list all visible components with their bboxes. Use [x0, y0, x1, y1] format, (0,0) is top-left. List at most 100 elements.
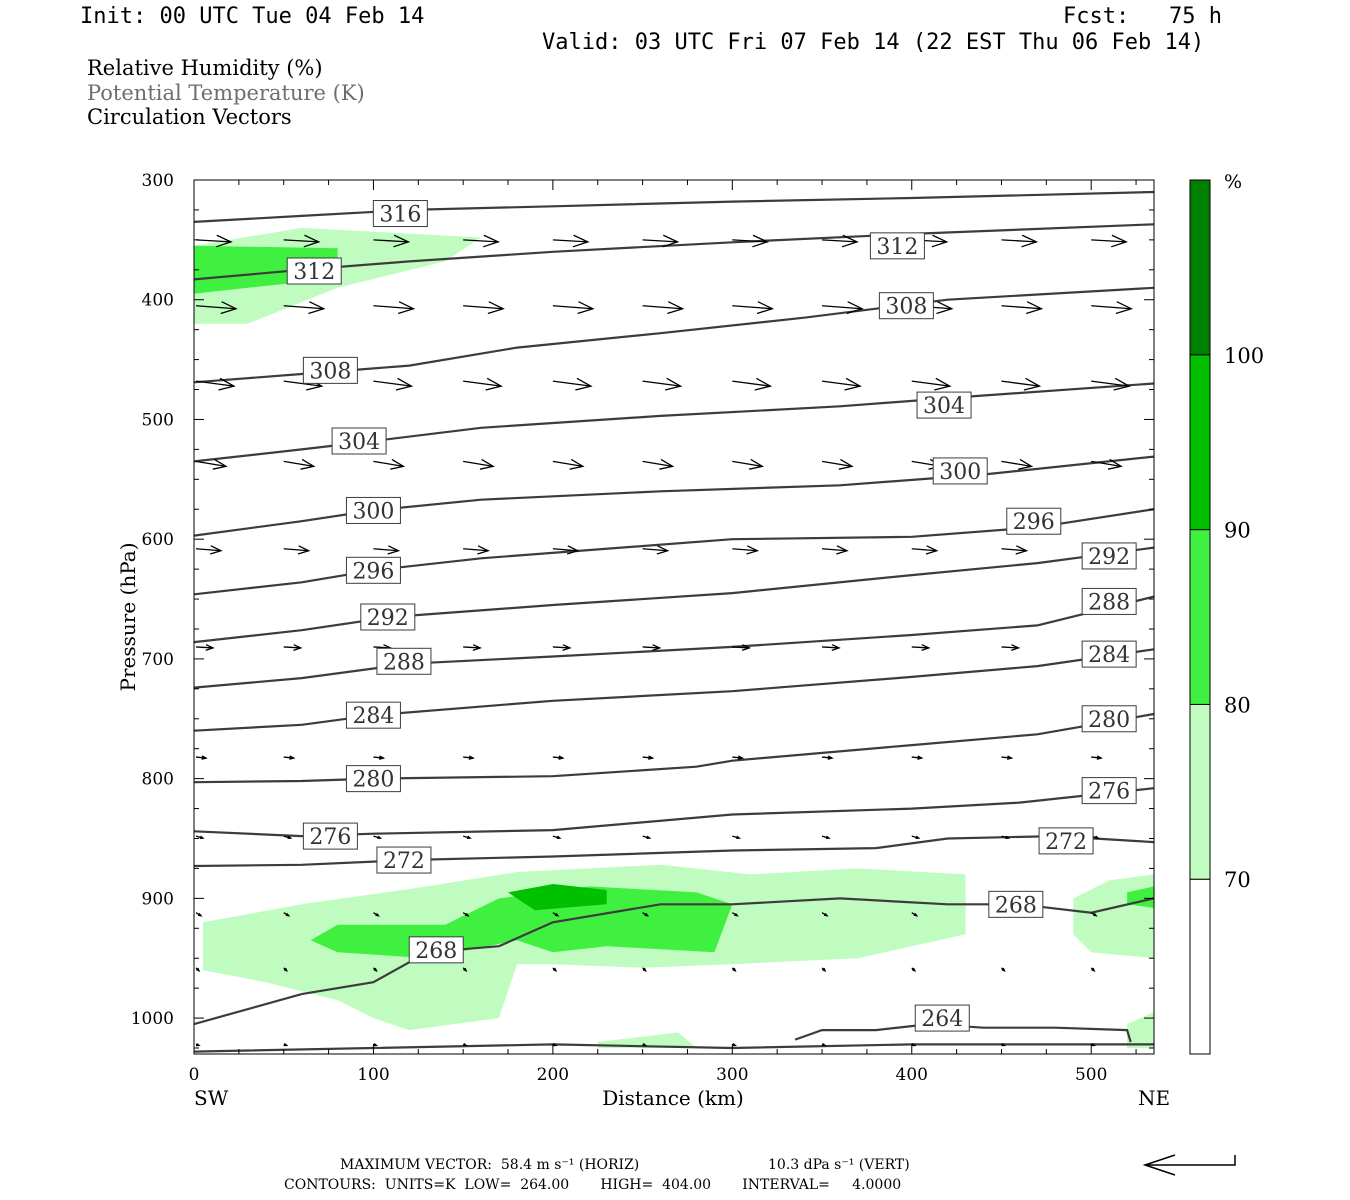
- relative-humidity-shading: [194, 227, 1154, 1048]
- theta-contour-280: [194, 712, 1154, 784]
- vector-head: [736, 835, 742, 840]
- vector-head: [1111, 234, 1128, 248]
- colorbar-level-100: 100: [1224, 344, 1264, 368]
- vector-shaft: [642, 548, 668, 552]
- max-vector-arrow: [1142, 1154, 1236, 1176]
- contour-label-276: 276: [1088, 780, 1130, 805]
- vector-head: [1005, 835, 1011, 840]
- vector-head: [218, 377, 236, 391]
- rh-region-70: [1073, 874, 1154, 959]
- contour-label-box: [878, 292, 934, 320]
- vector-shaft: [821, 646, 840, 649]
- vector-shaft: [195, 239, 232, 243]
- colorbar-level-90: 90: [1224, 519, 1251, 543]
- axes: 300 400 500 600 700 800 900 1000 0 100 200 300 400 50…: [116, 171, 1170, 1110]
- contour-label-box: [1081, 587, 1137, 615]
- circulation-vector: [552, 835, 562, 840]
- vector-head: [377, 835, 383, 840]
- max-vector-vertical: 10.3 dPa s⁻¹ (VERT): [768, 1157, 910, 1173]
- vector-head: [283, 967, 288, 973]
- circulation-vector: [1001, 545, 1029, 555]
- circulation-vector: [642, 545, 670, 555]
- vector-shaft: [1091, 239, 1127, 243]
- vector-head: [303, 234, 321, 248]
- vector-head: [220, 301, 238, 315]
- vector-head: [378, 755, 386, 760]
- vector-shaft: [552, 460, 583, 467]
- vector-shaft: [283, 380, 322, 387]
- vector-head: [552, 1042, 558, 1047]
- circulation-vector: [552, 301, 595, 315]
- vector-head: [917, 755, 924, 760]
- vector-head: [463, 1042, 468, 1047]
- theta-contour-316: [194, 190, 1154, 223]
- circulation-vector: [283, 234, 321, 248]
- vector-head: [732, 1042, 737, 1047]
- vector-head: [1001, 967, 1006, 973]
- vector-shaft: [552, 239, 588, 243]
- vector-shaft: [283, 305, 324, 310]
- vector-shaft: [552, 305, 593, 310]
- vector-head: [373, 1042, 379, 1047]
- vector-shaft: [1091, 305, 1132, 310]
- contour-label-292: 292: [1088, 545, 1130, 570]
- vector-head: [468, 755, 475, 760]
- y-tick-label-500: 500: [142, 410, 174, 430]
- vector-shaft: [821, 380, 861, 387]
- circulation-vector: [642, 644, 662, 651]
- vector-head: [199, 835, 205, 840]
- vector-shaft: [283, 548, 309, 552]
- vector-shaft: [373, 460, 404, 467]
- vector-head: [393, 234, 411, 248]
- vector-head: [466, 835, 472, 840]
- legend-circulation-vectors: Circulation Vectors: [87, 105, 292, 129]
- circulation-vector: [283, 755, 296, 760]
- circulation-vector: [195, 458, 228, 470]
- vector-shaft: [283, 460, 314, 467]
- circulation-vector: [732, 835, 742, 840]
- contour-label-box: [345, 496, 401, 524]
- vector-shaft: [642, 646, 660, 649]
- x-end-label-sw: SW: [194, 1086, 229, 1110]
- vector-shaft: [821, 305, 863, 310]
- x-tick-label-0: 0: [189, 1065, 200, 1085]
- vector-shaft: [821, 460, 853, 467]
- vector-shaft: [911, 646, 929, 649]
- contour-label-304: 304: [923, 394, 965, 419]
- x-tick-label-400: 400: [896, 1065, 928, 1085]
- vector-head: [934, 377, 952, 391]
- circulation-vector: [195, 835, 205, 840]
- vector-head: [397, 301, 416, 315]
- contour-label-box: [345, 701, 401, 729]
- vector-shaft: [732, 305, 773, 310]
- contour-label-304: 304: [338, 430, 380, 455]
- circulation-vector: [373, 301, 416, 315]
- contour-label-280: 280: [1088, 708, 1130, 733]
- circulation-vector: [732, 458, 765, 470]
- circulation-vector: [821, 545, 849, 555]
- vector-head: [925, 545, 939, 555]
- colorbar-level-80: 80: [1224, 693, 1251, 717]
- contour-label-box: [345, 765, 401, 793]
- contour-label-268: 268: [995, 893, 1037, 918]
- vector-head: [373, 967, 378, 973]
- contour-label-box: [345, 556, 401, 584]
- legend-potential-temperature: Potential Temperature (K): [87, 81, 365, 105]
- vector-shaft: [463, 548, 489, 552]
- contour-label-300: 300: [939, 460, 981, 485]
- vector-shaft: [732, 380, 771, 387]
- vector-shaft: [373, 239, 409, 243]
- vector-head: [289, 755, 296, 760]
- circulation-vector: [283, 835, 293, 840]
- contour-label-box: [916, 391, 972, 419]
- theta-contour-surface: [194, 1043, 1154, 1053]
- vector-head: [911, 1042, 917, 1047]
- circulation-vector: [1091, 301, 1133, 315]
- contour-label-296: 296: [1013, 510, 1055, 535]
- vector-head: [664, 377, 683, 391]
- circulation-vector: [195, 377, 236, 391]
- vector-head: [297, 545, 311, 555]
- colorbar: 70 80 90 100%: [1189, 171, 1264, 1055]
- vector-shaft: [463, 239, 499, 243]
- vector-head: [1006, 755, 1014, 760]
